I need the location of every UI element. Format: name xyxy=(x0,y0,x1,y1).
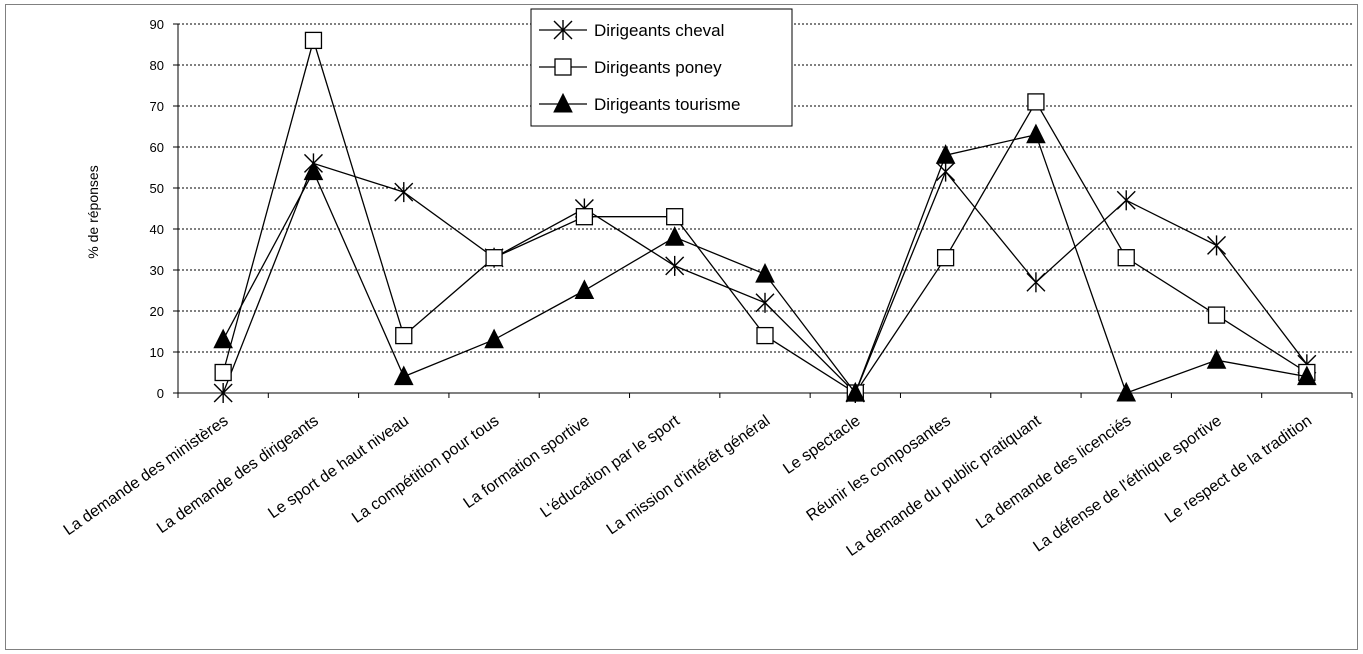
data-point-triangle xyxy=(935,144,956,164)
y-axis-label: % de réponses xyxy=(85,165,101,258)
y-tick-label: 30 xyxy=(150,263,164,278)
y-tick-label: 90 xyxy=(150,17,164,32)
data-point-square xyxy=(1117,249,1135,267)
data-point-square xyxy=(756,326,774,345)
series-group xyxy=(213,31,1317,403)
data-point-star xyxy=(1026,272,1046,293)
x-category-label: La mission d'intérêt général xyxy=(604,412,774,538)
data-point-star xyxy=(213,383,233,403)
data-point-star xyxy=(665,255,685,276)
legend: Dirigeants cheval Dirigeants poney Dirigea… xyxy=(530,8,793,127)
data-point-square xyxy=(485,249,503,267)
data-point-square xyxy=(575,208,594,226)
y-tick-labels: 0 10 20 30 40 50 60 70 80 90 xyxy=(150,17,164,401)
legend-label: Dirigeants poney xyxy=(594,58,722,77)
x-category-label: La défense de l'éthique sportive xyxy=(1030,412,1225,555)
data-point-star xyxy=(553,20,573,40)
data-point-triangle xyxy=(1297,365,1317,386)
data-point-triangle xyxy=(484,328,504,349)
data-point-triangle xyxy=(755,262,775,283)
data-point-triangle xyxy=(1026,123,1046,144)
x-category-label: Le spectacle xyxy=(780,412,863,478)
x-category-label: La demande des dirigeants xyxy=(154,412,322,537)
y-tick-label: 40 xyxy=(150,222,164,237)
data-point-square xyxy=(936,249,955,267)
y-tick-label: 20 xyxy=(150,304,164,319)
data-point-star xyxy=(394,182,414,203)
data-point-square xyxy=(666,208,684,226)
data-point-square xyxy=(1027,93,1045,111)
data-point-triangle xyxy=(553,92,573,113)
series-triangle xyxy=(213,123,1317,402)
x-category-label: Le respect de la tradition xyxy=(1162,412,1315,526)
data-point-triangle xyxy=(1206,349,1227,369)
axes xyxy=(173,23,1353,398)
legend-entry: Dirigeants poney xyxy=(539,58,722,77)
x-category-label: La compétition pour tous xyxy=(349,412,502,526)
legend-entry: Dirigeants tourisme xyxy=(539,92,740,114)
y-tick-label: 80 xyxy=(150,58,164,73)
y-tick-label: 70 xyxy=(150,99,164,114)
data-point-square xyxy=(214,363,232,382)
x-category-label: La demande du public pratiquant xyxy=(844,412,1045,560)
data-point-star xyxy=(755,292,775,313)
x-category-label: Réunir les composantes xyxy=(804,412,954,524)
legend-entry: Dirigeants cheval xyxy=(539,20,724,40)
data-point-triangle xyxy=(303,160,324,181)
data-point-triangle xyxy=(213,328,233,349)
y-tick-label: 0 xyxy=(157,386,164,401)
legend-label: Dirigeants tourisme xyxy=(594,95,740,114)
legend-label: Dirigeants cheval xyxy=(594,21,724,40)
data-point-square xyxy=(304,31,323,50)
x-category-label: La demande des licenciés xyxy=(973,412,1134,532)
data-point-square xyxy=(1207,306,1226,324)
data-point-triangle xyxy=(1116,381,1137,402)
data-point-square xyxy=(395,326,413,345)
data-point-triangle xyxy=(845,381,866,402)
x-category-label: La demande des ministères xyxy=(61,412,232,539)
data-point-star xyxy=(1207,235,1227,256)
data-point-star xyxy=(936,161,956,182)
data-point-triangle xyxy=(393,365,414,386)
data-point-star xyxy=(1116,190,1136,211)
y-tick-label: 50 xyxy=(150,181,164,196)
y-tick-label: 10 xyxy=(150,345,164,360)
data-point-triangle xyxy=(574,279,595,299)
y-tick-label: 60 xyxy=(150,140,164,155)
data-point-square xyxy=(554,58,572,76)
data-point-triangle xyxy=(664,226,685,246)
